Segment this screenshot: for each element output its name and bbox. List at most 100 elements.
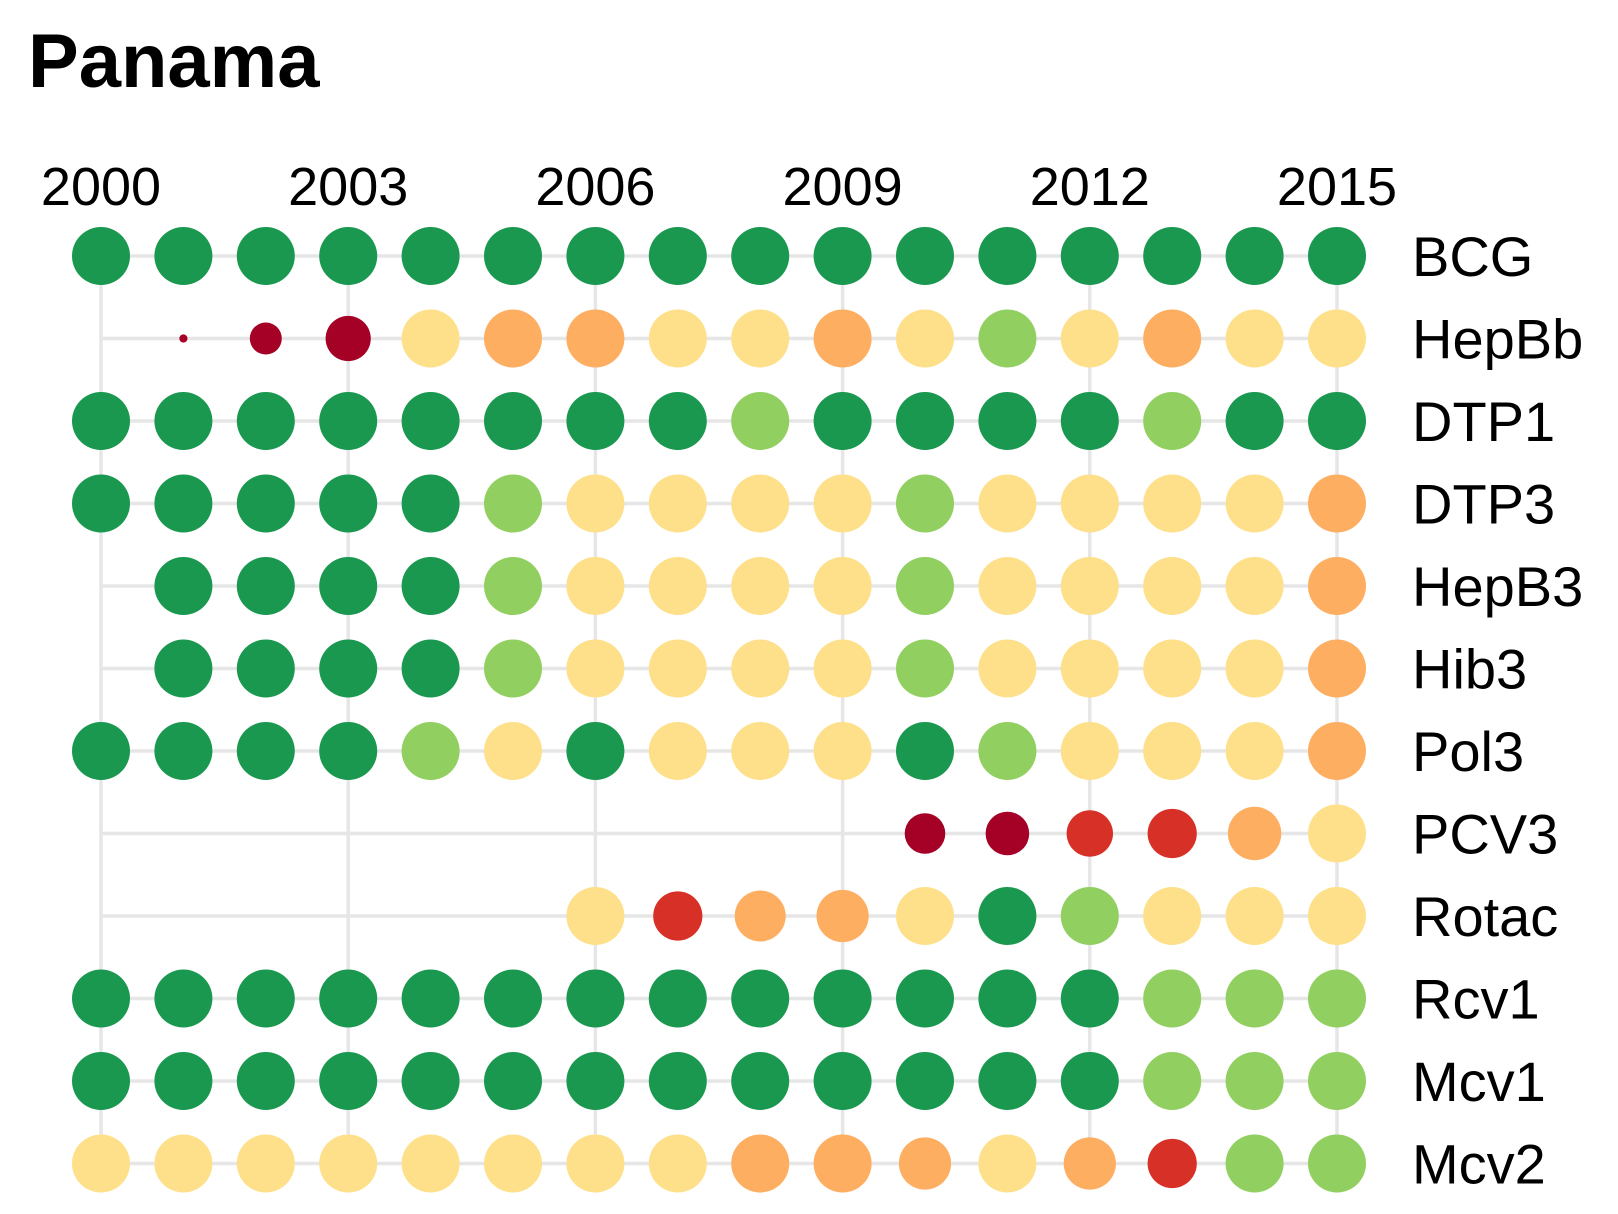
dot-DTP3-2009 [813, 474, 872, 533]
dot-DTP3-2011 [978, 474, 1037, 533]
dot-HepB3-2012 [1060, 557, 1119, 615]
dot-Mcv1-2010 [896, 1052, 954, 1110]
row-label-HepB3: HepB3 [1412, 555, 1583, 618]
dot-HepBb-2005 [484, 309, 542, 368]
dot-Mcv2-2013 [1147, 1138, 1197, 1189]
dot-BCG-2000 [72, 227, 130, 285]
dot-DTP3-2006 [566, 474, 625, 533]
dot-Hib3-2003 [319, 639, 378, 698]
dot-BCG-2015 [1308, 227, 1366, 285]
dot-DTP1-2002 [236, 392, 295, 450]
dot-DTP1-2003 [319, 392, 378, 450]
dot-DTP1-2006 [566, 392, 625, 450]
dot-DTP3-2007 [648, 474, 707, 533]
dot-Rcv1-2012 [1060, 969, 1119, 1028]
dot-DTP3-2005 [484, 474, 542, 533]
dot-BCG-2013 [1143, 227, 1202, 285]
dot-DTP3-2014 [1225, 474, 1284, 533]
dot-HepBb-2008 [731, 309, 790, 368]
dot-BCG-2006 [566, 227, 625, 285]
dot-DTP3-2003 [319, 474, 378, 533]
dot-HepB3-2001 [154, 557, 213, 615]
dot-Rcv1-2009 [813, 969, 872, 1028]
dot-HepBb-2013 [1143, 309, 1202, 368]
dot-Pol3-2004 [401, 722, 460, 780]
dot-Pol3-2006 [566, 722, 625, 780]
dot-DTP1-2010 [896, 392, 954, 450]
dot-Mcv2-2004 [401, 1134, 460, 1193]
dot-Mcv2-2010 [898, 1137, 952, 1190]
dot-DTP3-2010 [896, 474, 954, 533]
dot-Pol3-2012 [1060, 722, 1119, 780]
dot-Mcv1-2003 [319, 1052, 378, 1110]
dot-BCG-2012 [1060, 227, 1119, 285]
dot-Pol3-2002 [236, 722, 295, 780]
dot-Hib3-2007 [648, 639, 707, 698]
dot-Rotac-2015 [1308, 887, 1366, 945]
dot-HepB3-2011 [978, 557, 1037, 615]
dot-DTP3-2008 [731, 474, 790, 533]
row-labels: BCG HepBb DTP1 DTP3 HepB3 Hib3 Pol3 PCV3 Rotac Rc… [1412, 225, 1583, 1196]
dot-BCG-2008 [731, 227, 790, 285]
row-label-Mcv1: Mcv1 [1412, 1050, 1546, 1113]
grid-layer [99, 254, 1339, 1166]
dot-DTP1-2011 [978, 392, 1037, 450]
dot-Mcv2-2005 [484, 1134, 542, 1193]
row-label-Rcv1: Rcv1 [1412, 968, 1540, 1031]
dot-Mcv1-2011 [978, 1052, 1037, 1110]
dot-Rcv1-2013 [1143, 969, 1202, 1028]
dot-Mcv1-2009 [813, 1052, 872, 1110]
row-label-Rotac: Rotac [1412, 885, 1558, 948]
dot-HepBb-2006 [566, 309, 625, 368]
dot-DTP3-2002 [236, 474, 295, 533]
dot-Pol3-2003 [319, 722, 378, 780]
dot-HepB3-2003 [319, 557, 378, 615]
dot-Hib3-2008 [731, 639, 790, 698]
dot-Rcv1-2006 [566, 969, 625, 1028]
dot-Mcv1-2012 [1060, 1052, 1119, 1110]
dot-Mcv1-2004 [401, 1052, 460, 1110]
dot-Rcv1-2002 [236, 969, 295, 1028]
dot-HepBb-2010 [896, 309, 954, 368]
dot-PCV3-2011 [985, 811, 1030, 856]
dot-Mcv2-2003 [319, 1134, 378, 1193]
dot-DTP1-2009 [813, 392, 872, 450]
dot-HepB3-2002 [236, 557, 295, 615]
dot-Mcv1-2005 [484, 1052, 542, 1110]
x-tick-2006: 2006 [535, 157, 655, 217]
dot-Mcv2-2014 [1225, 1134, 1284, 1193]
dot-Mcv2-2001 [154, 1134, 213, 1193]
dot-Hib3-2011 [978, 639, 1037, 698]
dot-DTP1-2005 [484, 392, 542, 450]
dot-DTP3-2013 [1143, 474, 1202, 533]
dot-Rcv1-2007 [648, 969, 707, 1028]
dot-Rcv1-2015 [1308, 969, 1366, 1028]
dot-Rotac-2007 [653, 891, 703, 941]
dot-DTP1-2008 [731, 392, 790, 450]
x-tick-2003: 2003 [288, 157, 408, 217]
dot-DTP1-2014 [1225, 392, 1284, 450]
x-axis-ticks: 2000 2003 2006 2009 2012 2015 [41, 157, 1397, 217]
dot-Hib3-2009 [813, 639, 872, 698]
x-tick-2015: 2015 [1277, 157, 1397, 217]
dot-Pol3-2010 [896, 722, 954, 780]
dot-PCV3-2015 [1308, 804, 1366, 863]
dot-HepB3-2015 [1308, 557, 1366, 615]
dot-HepB3-2014 [1225, 557, 1284, 615]
dot-Mcv1-2015 [1308, 1052, 1366, 1110]
dot-HepBb-2002 [249, 322, 282, 355]
dot-HepBb-2009 [813, 309, 872, 368]
dot-Hib3-2004 [401, 639, 460, 698]
dot-Hib3-2002 [236, 639, 295, 698]
x-tick-2012: 2012 [1030, 157, 1150, 217]
dot-Rcv1-2003 [319, 969, 378, 1028]
dot-Mcv1-2013 [1143, 1052, 1202, 1110]
dot-PCV3-2014 [1227, 806, 1282, 861]
x-tick-2009: 2009 [783, 157, 903, 217]
dot-Hib3-2012 [1060, 639, 1119, 698]
dot-HepB3-2005 [484, 557, 542, 615]
row-label-Hib3: Hib3 [1412, 638, 1527, 701]
dot-BCG-2010 [896, 227, 954, 285]
dot-BCG-2003 [319, 227, 378, 285]
